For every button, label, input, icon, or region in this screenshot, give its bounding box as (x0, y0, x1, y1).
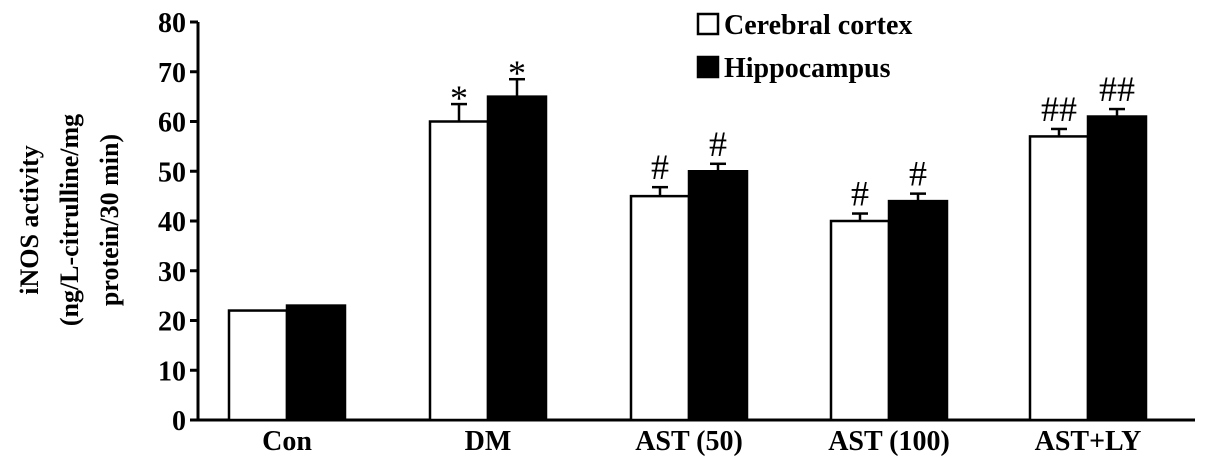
significance-mark: # (709, 124, 727, 164)
y-tick-label: 60 (158, 108, 186, 139)
y-tick-label: 30 (158, 257, 186, 288)
bar-hippocampus (887, 199, 949, 422)
y-tick-label: 10 (158, 356, 186, 387)
significance-mark: # (909, 154, 927, 194)
y-tick-label: 0 (172, 406, 186, 437)
y-axis-label-line: (ng/L-citrulline/mg (55, 114, 84, 326)
x-tick-label: AST (50) (635, 426, 743, 457)
x-tick-label: DM (465, 426, 512, 457)
bar-cortex (227, 309, 289, 422)
significance-mark: ## (1041, 89, 1077, 129)
y-axis-label-line: iNOS activity (15, 145, 44, 295)
bar-cortex (629, 194, 691, 422)
bar-cortex (428, 120, 490, 422)
significance-mark: ## (1099, 69, 1135, 109)
bar-cortex (1028, 135, 1090, 422)
legend-swatch (696, 12, 720, 36)
bar-hippocampus (486, 95, 548, 422)
significance-mark: * (508, 53, 526, 93)
legend: Cerebral cortex Hippocampus (696, 10, 912, 84)
bar-hippocampus (687, 170, 749, 422)
x-axis: Con DM AST (50) AST (100) AST+LY (198, 418, 1195, 457)
bar-cortex (829, 219, 891, 422)
significance-mark: * (450, 78, 468, 118)
significance-mark: # (651, 147, 669, 187)
bar-hippocampus (1086, 115, 1148, 422)
y-axis-label: iNOS activity (ng/L-citrulline/mg protein/… (15, 114, 124, 326)
significance-mark: # (851, 174, 869, 214)
x-tick-label: Con (262, 426, 312, 457)
legend-swatch (696, 55, 720, 79)
y-tick-label: 40 (158, 207, 186, 238)
legend-label: Hippocampus (724, 53, 891, 84)
legend-label: Cerebral cortex (724, 10, 912, 41)
bar-hippocampus (285, 304, 347, 422)
bars: **### ### ## (227, 53, 1148, 422)
y-axis: 0 10 20 30 40 50 60 70 80 (158, 8, 200, 437)
y-tick-label: 20 (158, 307, 186, 338)
x-tick-label: AST+LY (1035, 426, 1142, 457)
y-tick-label: 50 (158, 157, 186, 188)
x-tick-label: AST (100) (828, 426, 950, 457)
y-tick-label: 80 (158, 8, 186, 39)
y-tick-label: 70 (158, 58, 186, 89)
y-axis-label-line: protein/30 min) (95, 134, 124, 306)
